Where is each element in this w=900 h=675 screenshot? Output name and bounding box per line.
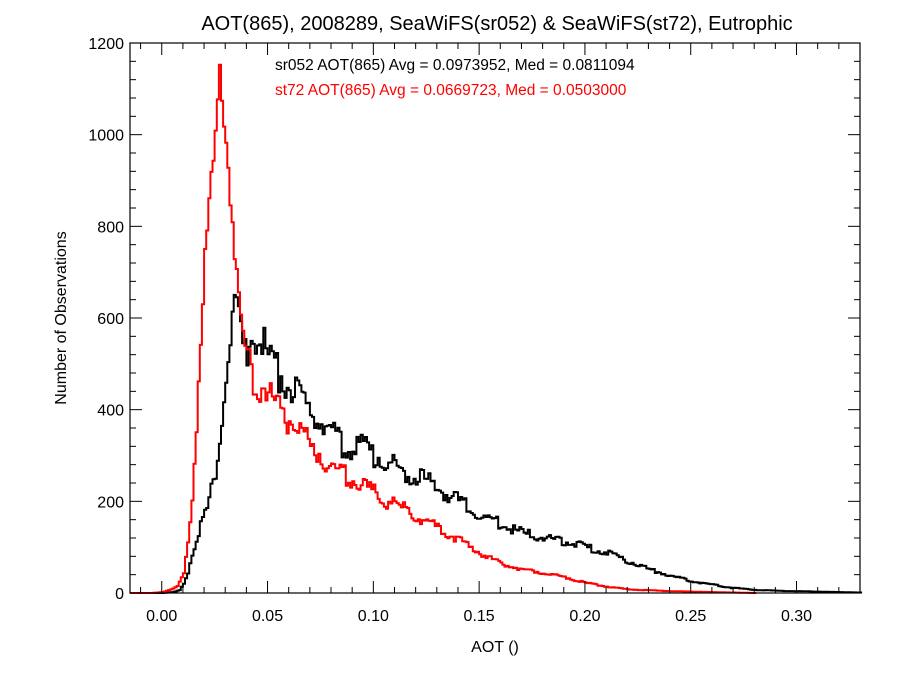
y-tick-label: 800: [97, 219, 124, 236]
st72-stats-annotation: st72 AOT(865) Avg = 0.0669723, Med = 0.0…: [275, 82, 627, 99]
y-tick-label: 0: [115, 586, 124, 603]
plot-area: [130, 63, 863, 594]
y-axis: 0 200 400 600 800 1000 1200: [88, 36, 860, 603]
series-st72-line: [130, 63, 757, 594]
x-tick-label: 0.10: [358, 608, 389, 625]
y-tick-label: 400: [97, 403, 124, 420]
series-sr052-line: [130, 293, 863, 594]
x-tick-label: 0.15: [464, 608, 495, 625]
x-axis-label: AOT (): [471, 639, 519, 656]
x-axis: 0.00 0.05 0.10 0.15 0.20 0.25 0.30: [140, 43, 861, 625]
chart-title: AOT(865), 2008289, SeaWiFS(sr052) & SeaW…: [201, 13, 792, 35]
x-tick-label: 0.05: [252, 608, 283, 625]
x-tick-label: 0.00: [146, 608, 177, 625]
x-tick-label: 0.25: [675, 608, 706, 625]
sr052-stats-annotation: sr052 AOT(865) Avg = 0.0973952, Med = 0.…: [275, 57, 635, 74]
y-tick-label: 200: [97, 494, 124, 511]
x-tick-label: 0.20: [569, 608, 600, 625]
y-tick-label: 600: [97, 311, 124, 328]
y-axis-label: Number of Observations: [53, 231, 70, 404]
x-tick-label: 0.30: [781, 608, 812, 625]
y-tick-label: 1000: [88, 128, 124, 145]
y-tick-label: 1200: [88, 36, 124, 53]
